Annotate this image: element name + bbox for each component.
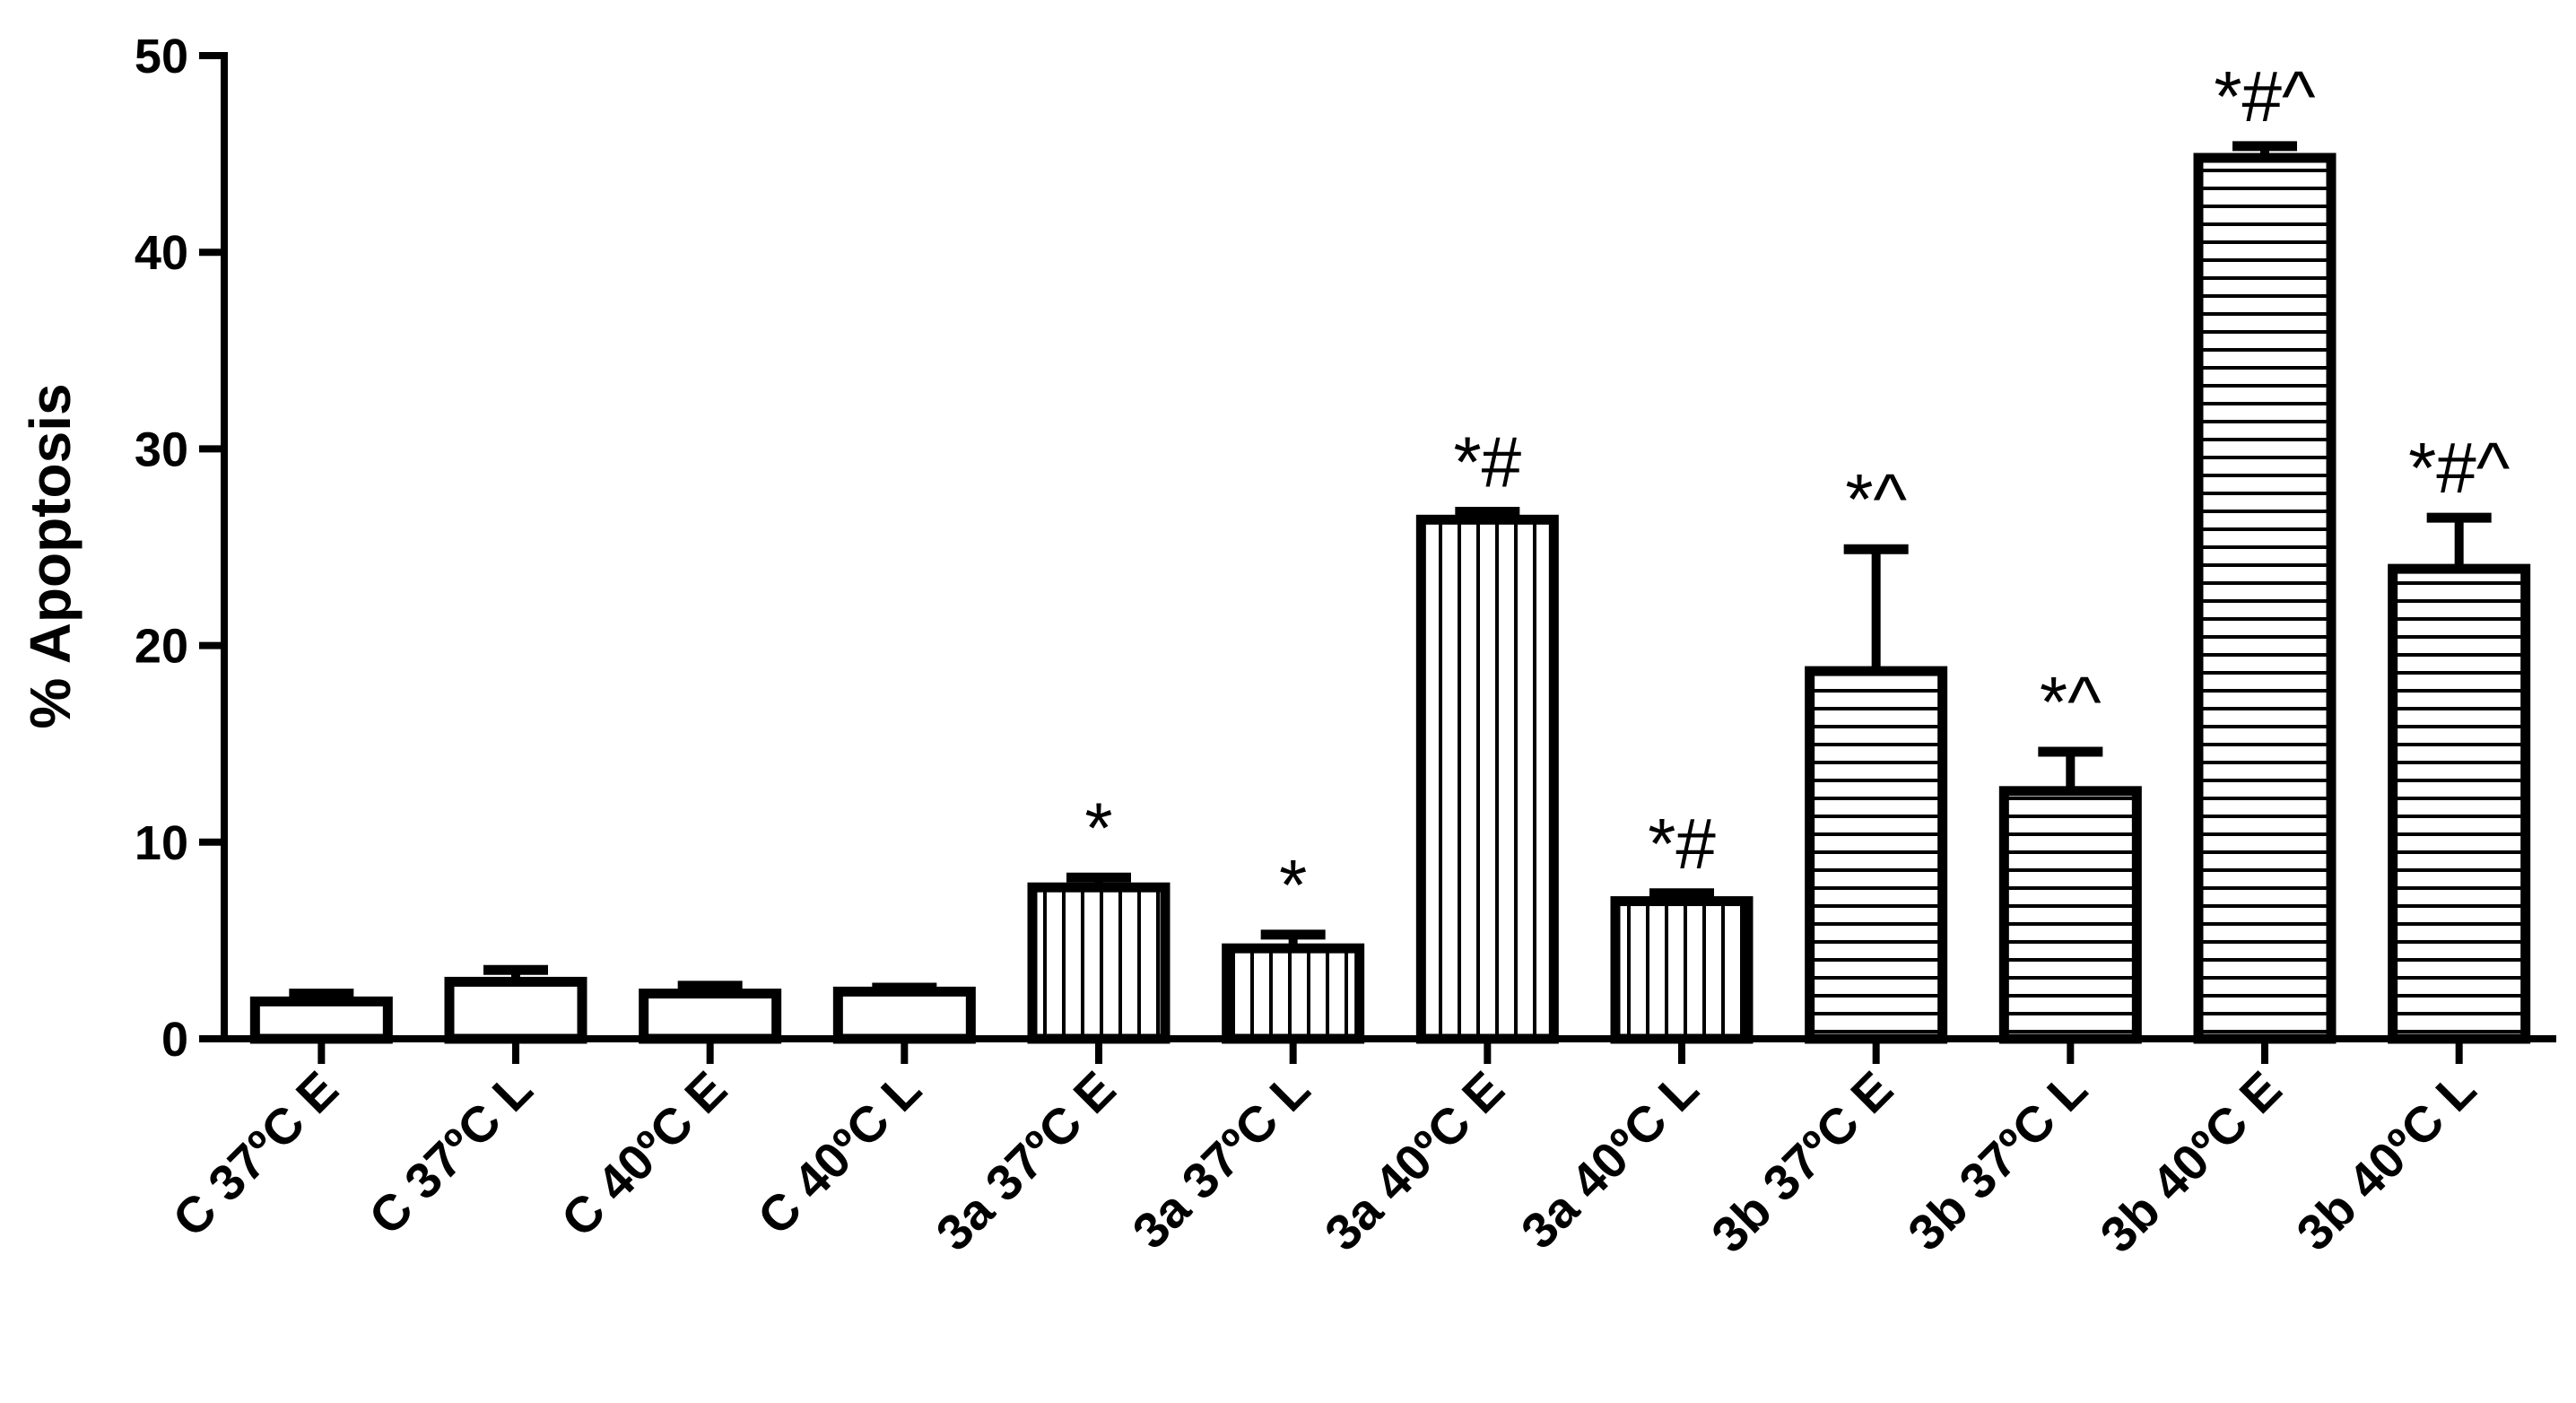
bar xyxy=(1610,896,1754,1044)
error-bars xyxy=(289,141,2492,1002)
x-tick-label: 3a 37ºC E xyxy=(925,1060,1126,1261)
annotation-label: *# xyxy=(1648,804,1716,884)
x-tick-label: 3b 37ºC L xyxy=(1897,1060,2098,1261)
bar xyxy=(832,986,976,1044)
annotation-label: *#^ xyxy=(2214,57,2316,136)
annotation-label: *^ xyxy=(1845,459,1907,539)
y-tick-label: 20 xyxy=(135,620,188,674)
bar xyxy=(2193,152,2337,1044)
y-tick-label: 0 xyxy=(161,1013,188,1067)
bar xyxy=(639,989,782,1044)
annotation-label: *#^ xyxy=(2408,428,2511,508)
x-tick-label: C 40ºC L xyxy=(746,1060,931,1245)
annotation-label: *# xyxy=(1454,423,1522,502)
x-tick-label: 3a 37ºC L xyxy=(1121,1060,1320,1259)
significance-annotations: * * *# *# *^ *^ *#^ *#^ xyxy=(1084,57,2510,925)
annotation-label: * xyxy=(1279,845,1307,925)
y-tick-label: 30 xyxy=(135,423,188,476)
annotation-label: *^ xyxy=(2040,662,2102,742)
bar xyxy=(1415,514,1559,1044)
bar xyxy=(1222,943,1365,1044)
bar xyxy=(444,976,587,1044)
x-tick-label: 3a 40ºC E xyxy=(1314,1060,1515,1261)
bar xyxy=(249,996,393,1044)
y-tick-label: 40 xyxy=(135,226,188,280)
x-tick-label: C 37ºC L xyxy=(358,1060,543,1245)
x-tick-label: C 40ºC E xyxy=(550,1060,737,1248)
x-tick-label: 3a 40ºC L xyxy=(1510,1060,1710,1259)
x-tick-label: C 37ºC E xyxy=(161,1060,349,1248)
bar xyxy=(1805,666,1948,1044)
bars xyxy=(249,152,2531,1044)
y-tick-label: 50 xyxy=(135,30,188,83)
bar xyxy=(1027,882,1171,1044)
x-tick-label: 3b 40ºC E xyxy=(2089,1060,2292,1263)
y-tick-label: 10 xyxy=(135,816,188,870)
annotation-label: * xyxy=(1084,788,1112,867)
x-tick-label: 3b 40ºC L xyxy=(2285,1060,2486,1261)
bar xyxy=(1998,786,2142,1044)
y-axis-title: % Apoptosis xyxy=(18,383,83,728)
x-tick-label: 3b 37ºC E xyxy=(1701,1060,1903,1263)
bar xyxy=(2388,563,2531,1044)
